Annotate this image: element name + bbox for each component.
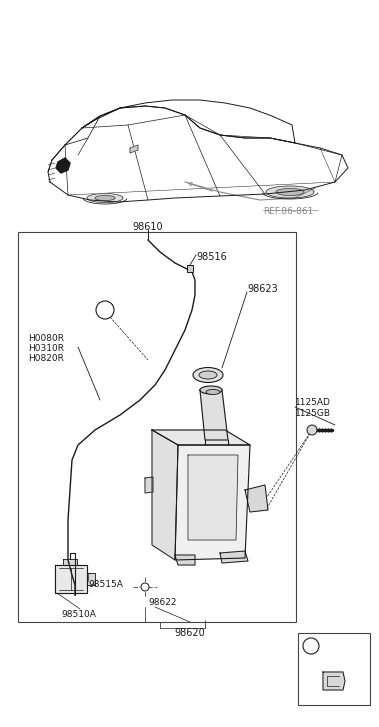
Text: H0310R: H0310R bbox=[28, 344, 64, 353]
Circle shape bbox=[307, 425, 317, 435]
Text: 98516: 98516 bbox=[196, 252, 227, 262]
Polygon shape bbox=[152, 430, 250, 445]
Text: 98622: 98622 bbox=[148, 598, 177, 607]
Bar bbox=[187, 265, 193, 272]
Text: 98620: 98620 bbox=[175, 628, 205, 638]
Polygon shape bbox=[56, 158, 70, 173]
Bar bbox=[18, 232, 296, 622]
Text: 81199: 81199 bbox=[324, 641, 355, 651]
Ellipse shape bbox=[206, 390, 220, 395]
Ellipse shape bbox=[200, 386, 222, 394]
Polygon shape bbox=[152, 430, 178, 560]
Polygon shape bbox=[200, 390, 228, 440]
Text: 1125AD: 1125AD bbox=[295, 398, 331, 407]
Text: H0080R: H0080R bbox=[28, 334, 64, 343]
Polygon shape bbox=[188, 455, 238, 540]
Polygon shape bbox=[87, 573, 95, 585]
Polygon shape bbox=[87, 193, 123, 203]
Text: H0820R: H0820R bbox=[28, 354, 64, 363]
Ellipse shape bbox=[199, 371, 217, 379]
Text: 98610: 98610 bbox=[133, 222, 163, 232]
Text: a: a bbox=[308, 641, 314, 651]
Polygon shape bbox=[63, 559, 77, 565]
Circle shape bbox=[96, 301, 114, 319]
Polygon shape bbox=[220, 551, 248, 563]
Text: REF.86-861: REF.86-861 bbox=[263, 207, 313, 216]
Polygon shape bbox=[323, 672, 345, 690]
Polygon shape bbox=[145, 477, 153, 493]
Ellipse shape bbox=[193, 368, 223, 382]
Bar bbox=[298, 633, 370, 705]
Polygon shape bbox=[266, 186, 314, 198]
Text: 98510A: 98510A bbox=[61, 610, 96, 619]
Text: 98515A: 98515A bbox=[88, 580, 123, 589]
Polygon shape bbox=[130, 145, 138, 153]
Circle shape bbox=[141, 583, 149, 591]
Polygon shape bbox=[55, 565, 87, 593]
Polygon shape bbox=[245, 485, 268, 512]
Text: 1125GB: 1125GB bbox=[295, 409, 331, 418]
Polygon shape bbox=[95, 196, 115, 201]
Polygon shape bbox=[175, 445, 250, 560]
Polygon shape bbox=[276, 188, 304, 196]
Circle shape bbox=[303, 638, 319, 654]
Text: a: a bbox=[102, 305, 108, 315]
Polygon shape bbox=[175, 555, 195, 565]
Text: 98623: 98623 bbox=[247, 284, 278, 294]
